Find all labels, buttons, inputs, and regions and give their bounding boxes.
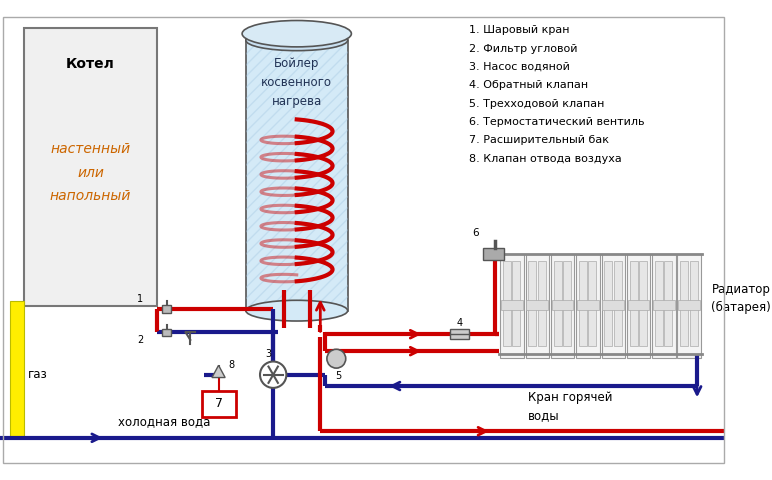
- Circle shape: [260, 361, 286, 388]
- Bar: [601, 254, 625, 358]
- Bar: [503, 261, 511, 346]
- Bar: [162, 328, 171, 336]
- Text: 7: 7: [215, 397, 222, 410]
- Text: 8: 8: [229, 360, 235, 370]
- Text: 1. Шаровый кран: 1. Шаровый кран: [469, 25, 570, 35]
- Bar: [639, 261, 647, 346]
- Text: 5. Трехходовой клапан: 5. Трехходовой клапан: [469, 99, 604, 108]
- Bar: [680, 261, 689, 346]
- Text: 7. Расширительный бак: 7. Расширительный бак: [469, 135, 609, 145]
- Bar: [201, 391, 235, 417]
- Bar: [628, 300, 649, 310]
- Bar: [24, 28, 157, 306]
- Bar: [579, 261, 587, 346]
- Bar: [552, 300, 574, 310]
- Bar: [627, 254, 650, 358]
- Text: 2: 2: [137, 335, 144, 345]
- Bar: [551, 254, 574, 358]
- Bar: [554, 261, 562, 346]
- Text: 6. Термостатический вентиль: 6. Термостатический вентиль: [469, 117, 645, 127]
- Text: 3. Насос водяной: 3. Насос водяной: [469, 62, 570, 72]
- Text: 6: 6: [472, 228, 479, 239]
- Bar: [563, 261, 571, 346]
- Text: 2. Фильтр угловой: 2. Фильтр угловой: [469, 44, 577, 54]
- Text: настенный
или
напольный: настенный или напольный: [49, 142, 131, 204]
- Text: Кран горячей
воды: Кран горячей воды: [527, 391, 612, 422]
- Bar: [501, 300, 523, 310]
- Text: 1: 1: [137, 294, 144, 304]
- Text: 4: 4: [457, 318, 462, 328]
- Bar: [652, 254, 676, 358]
- Bar: [576, 254, 600, 358]
- Bar: [577, 300, 598, 310]
- Text: Котел: Котел: [66, 57, 115, 71]
- Bar: [245, 40, 347, 311]
- Bar: [679, 300, 700, 310]
- Ellipse shape: [245, 300, 347, 321]
- Bar: [630, 261, 638, 346]
- Bar: [513, 261, 520, 346]
- Bar: [655, 261, 663, 346]
- Bar: [450, 329, 469, 339]
- Text: 3: 3: [266, 349, 272, 359]
- Bar: [528, 261, 537, 346]
- Bar: [614, 261, 621, 346]
- Bar: [162, 305, 171, 312]
- Ellipse shape: [242, 21, 351, 47]
- Bar: [689, 261, 698, 346]
- Bar: [245, 40, 347, 311]
- Bar: [526, 254, 549, 358]
- Bar: [604, 261, 612, 346]
- Circle shape: [327, 349, 346, 368]
- Text: 5: 5: [335, 371, 341, 381]
- Bar: [538, 261, 546, 346]
- Bar: [678, 254, 701, 358]
- Bar: [500, 254, 523, 358]
- Ellipse shape: [245, 30, 347, 51]
- Text: Радиатор
(батарея): Радиатор (батарея): [711, 283, 771, 314]
- Text: 8. Клапан отвода воздуха: 8. Клапан отвода воздуха: [469, 154, 622, 164]
- Bar: [588, 261, 597, 346]
- Text: Бойлер
косвенного
нагрева: Бойлер косвенного нагрева: [261, 57, 332, 108]
- Bar: [527, 300, 548, 310]
- Polygon shape: [212, 365, 225, 378]
- Text: 4. Обратный клапан: 4. Обратный клапан: [469, 80, 588, 90]
- Text: газ: газ: [29, 368, 48, 381]
- Bar: [10, 301, 24, 438]
- Bar: [483, 249, 504, 260]
- Bar: [665, 261, 672, 346]
- Text: холодная вода: холодная вода: [118, 415, 210, 429]
- Bar: [653, 300, 675, 310]
- Bar: [602, 300, 624, 310]
